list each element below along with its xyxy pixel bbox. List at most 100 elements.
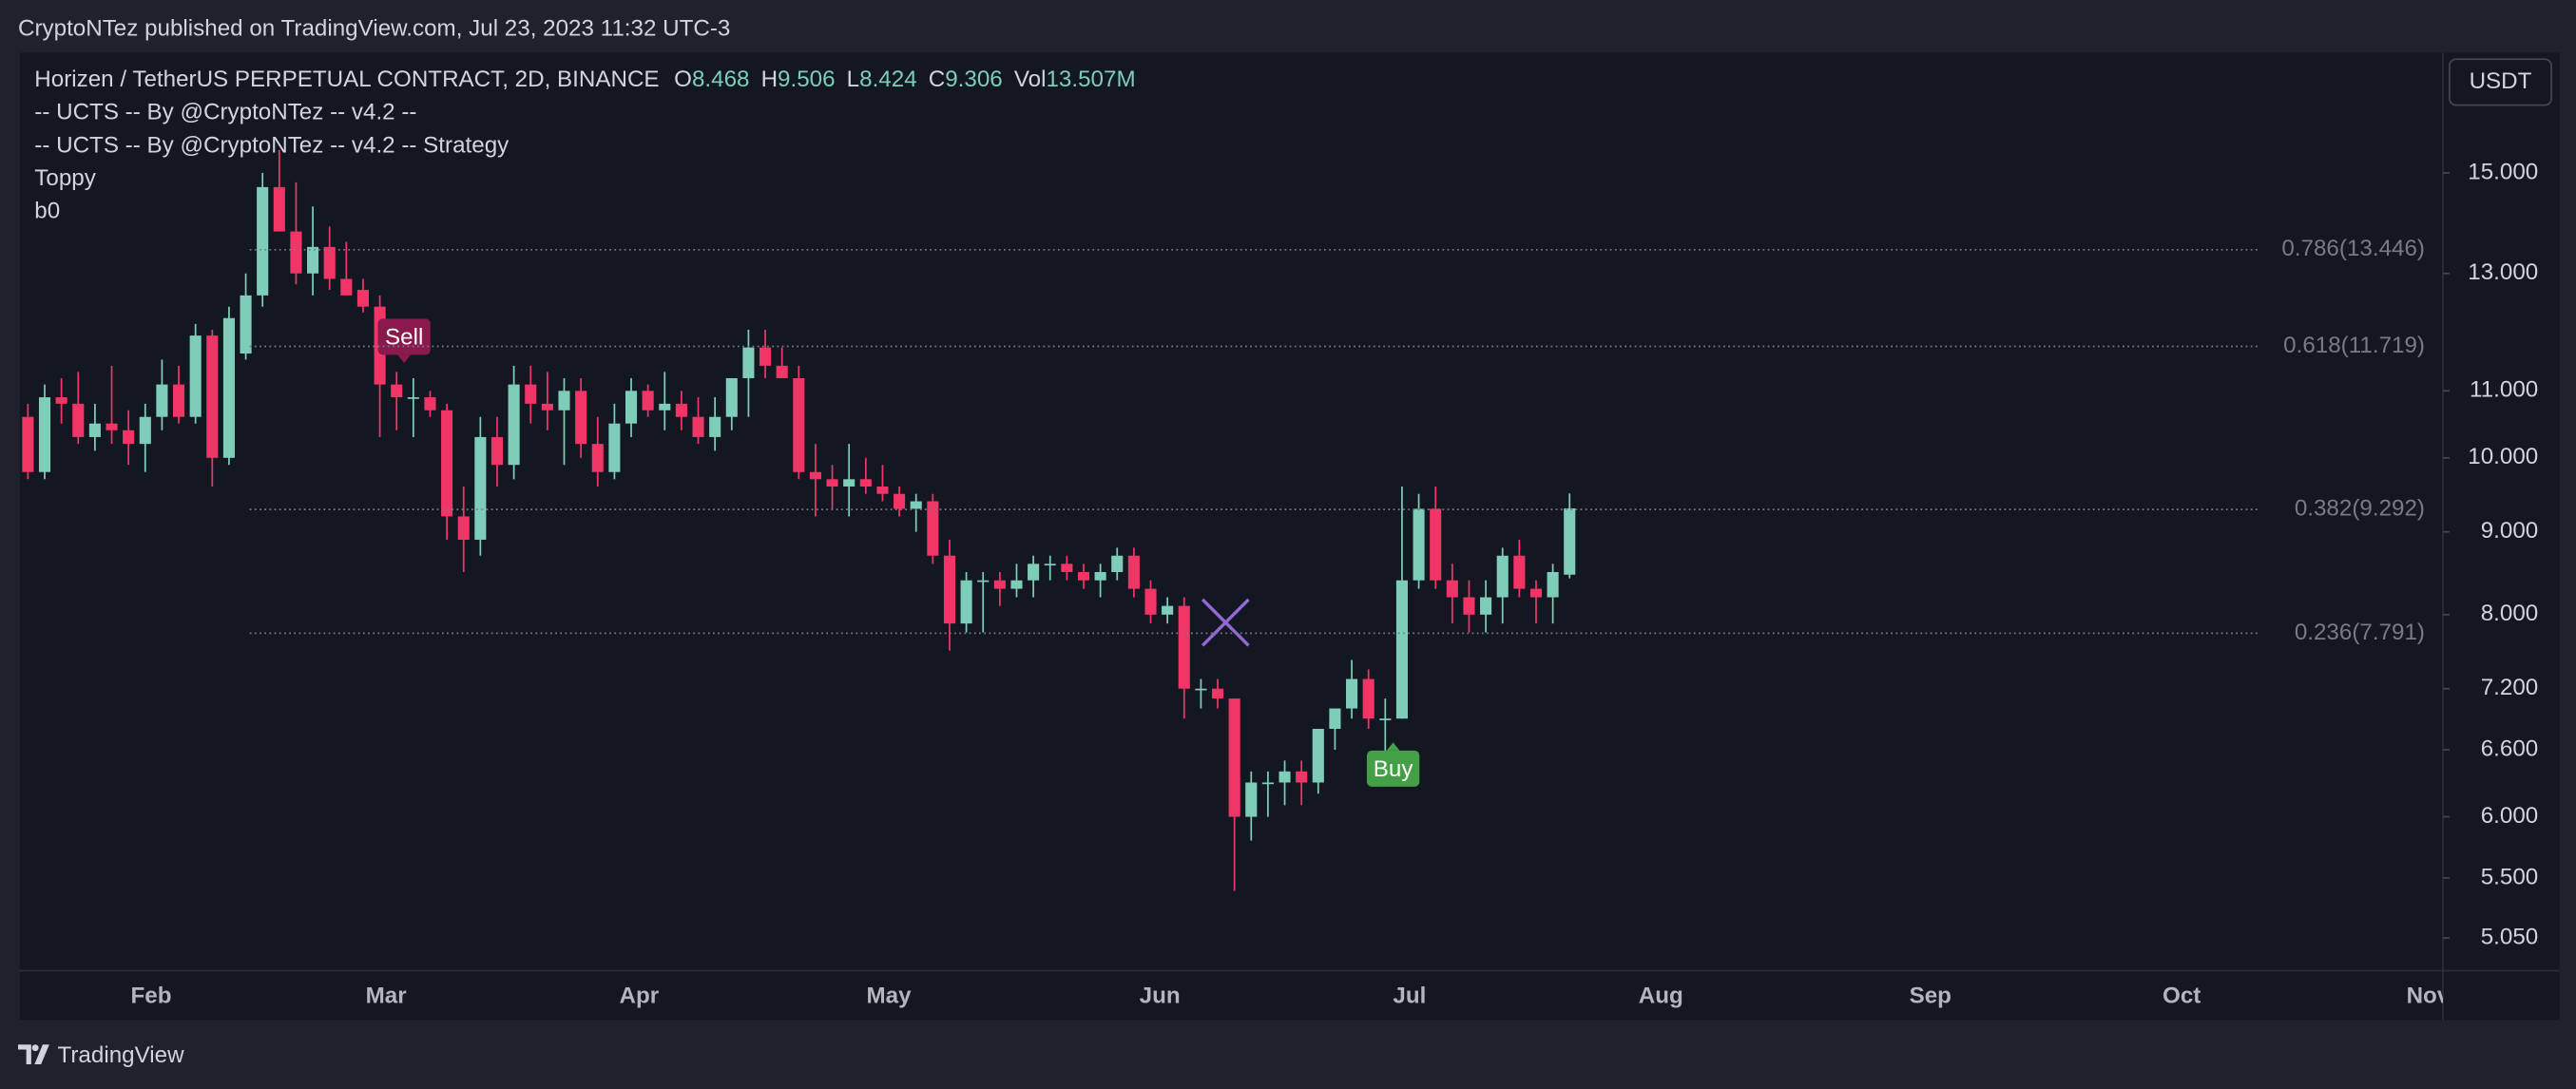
currency-label: USDT xyxy=(2470,68,2532,94)
candle-body xyxy=(391,384,403,398)
candle-body xyxy=(474,436,487,540)
candle-body xyxy=(1496,555,1509,598)
candle-body xyxy=(1379,718,1392,720)
candle-body xyxy=(1395,580,1408,719)
candle-body xyxy=(123,430,135,445)
candle-body xyxy=(541,403,553,411)
candle-body xyxy=(591,444,604,472)
legend-field-value: 8.468 xyxy=(692,67,750,92)
candle-body xyxy=(22,416,34,472)
legend-field-value: 13.507M xyxy=(1046,67,1135,92)
x-tick-label: Feb xyxy=(130,984,171,1009)
candle-body xyxy=(1463,597,1475,615)
candle-body xyxy=(1413,508,1425,581)
x-tick-label: Nov xyxy=(2407,984,2451,1009)
legend-field-value: 8.424 xyxy=(859,67,917,92)
candle-body xyxy=(759,347,772,366)
candle-body xyxy=(490,436,504,466)
candle-body xyxy=(356,290,370,307)
candle-body xyxy=(206,335,219,458)
fib-label: 0.618(11.719) xyxy=(2283,333,2425,358)
candle-body xyxy=(441,410,453,517)
candle-body xyxy=(307,246,319,274)
candle-body xyxy=(38,397,51,472)
currency-button[interactable] xyxy=(2449,58,2552,106)
candle-body xyxy=(859,479,872,487)
candle-body xyxy=(1094,571,1106,581)
x-tick-label: Apr xyxy=(619,984,659,1009)
candle-body xyxy=(1278,771,1291,783)
candle-body xyxy=(960,580,972,624)
legend: Horizen / TetherUS PERPETUAL CONTRACT, 2… xyxy=(34,67,1135,92)
candle-body xyxy=(172,384,185,417)
candle-body xyxy=(273,186,285,232)
candle-body xyxy=(776,365,788,378)
candle-body xyxy=(55,397,67,404)
candle-body xyxy=(1564,507,1576,575)
y-tick-label: 13.000 xyxy=(2468,259,2538,285)
signal-badge xyxy=(1366,750,1420,787)
candle-body xyxy=(659,403,671,411)
candle-body xyxy=(1261,782,1274,785)
candle-body xyxy=(993,580,1006,589)
chart-pane xyxy=(19,52,2444,971)
candle-body xyxy=(323,246,336,279)
candle-body xyxy=(809,471,821,480)
candle-body xyxy=(189,335,202,417)
candle-body xyxy=(424,397,436,411)
candle-body xyxy=(793,377,805,472)
candle-body xyxy=(1144,588,1157,615)
brand: TradingView xyxy=(57,1042,184,1068)
candle-body xyxy=(1446,580,1458,598)
candle-body xyxy=(826,479,838,487)
y-tick-label: 15.000 xyxy=(2468,159,2538,184)
legend-field-name: Vol xyxy=(1014,67,1047,92)
fib-label: 0.382(9.292) xyxy=(2295,495,2425,521)
candle-body xyxy=(1245,782,1258,817)
candle-body xyxy=(1312,728,1324,783)
candle-body xyxy=(977,580,990,583)
legend-field-name: L xyxy=(847,67,859,92)
candle-body xyxy=(1010,580,1023,589)
signal-pointer xyxy=(1386,742,1400,751)
x-tick-label: Sep xyxy=(1910,984,1951,1009)
y-tick-label: 10.000 xyxy=(2468,444,2538,469)
candle-body xyxy=(1296,771,1308,783)
legend-field-value: 9.306 xyxy=(945,67,1003,92)
candle-body xyxy=(1211,688,1224,699)
candle-body xyxy=(575,391,587,445)
candle-body xyxy=(709,416,721,437)
candle-body xyxy=(139,416,151,445)
candle-body xyxy=(1111,555,1124,572)
candle-body xyxy=(1162,605,1174,615)
candle-body xyxy=(876,486,889,494)
candle-body xyxy=(642,391,654,411)
signal-label: Buy xyxy=(1374,756,1414,782)
legend-title: Horizen / TetherUS PERPETUAL CONTRACT, 2… xyxy=(34,67,659,92)
candle-body xyxy=(1529,588,1543,598)
candle-body xyxy=(1077,571,1090,581)
candle-body xyxy=(240,295,252,354)
candle-body xyxy=(1430,508,1442,581)
y-tick-label: 8.000 xyxy=(2481,601,2539,626)
x-tick-label: Aug xyxy=(1639,984,1683,1009)
brand-logo-dot xyxy=(31,1044,39,1052)
x-tick-label: Jun xyxy=(1140,984,1181,1009)
candle-body xyxy=(692,416,704,437)
candle-body xyxy=(943,555,956,624)
candle-body xyxy=(1228,698,1240,817)
candle-body xyxy=(1061,564,1073,572)
x-tick-label: May xyxy=(866,984,912,1009)
candle-body xyxy=(222,317,235,458)
candle-body xyxy=(625,391,638,424)
candle-body xyxy=(843,479,855,487)
candle-body xyxy=(608,423,621,472)
legend-field-name: C xyxy=(929,67,945,92)
x-tick-label: Oct xyxy=(2163,984,2201,1009)
candle-body xyxy=(156,384,168,417)
legend-field-value: 9.506 xyxy=(778,67,836,92)
candle-body xyxy=(88,423,101,437)
candle-body xyxy=(894,493,906,509)
